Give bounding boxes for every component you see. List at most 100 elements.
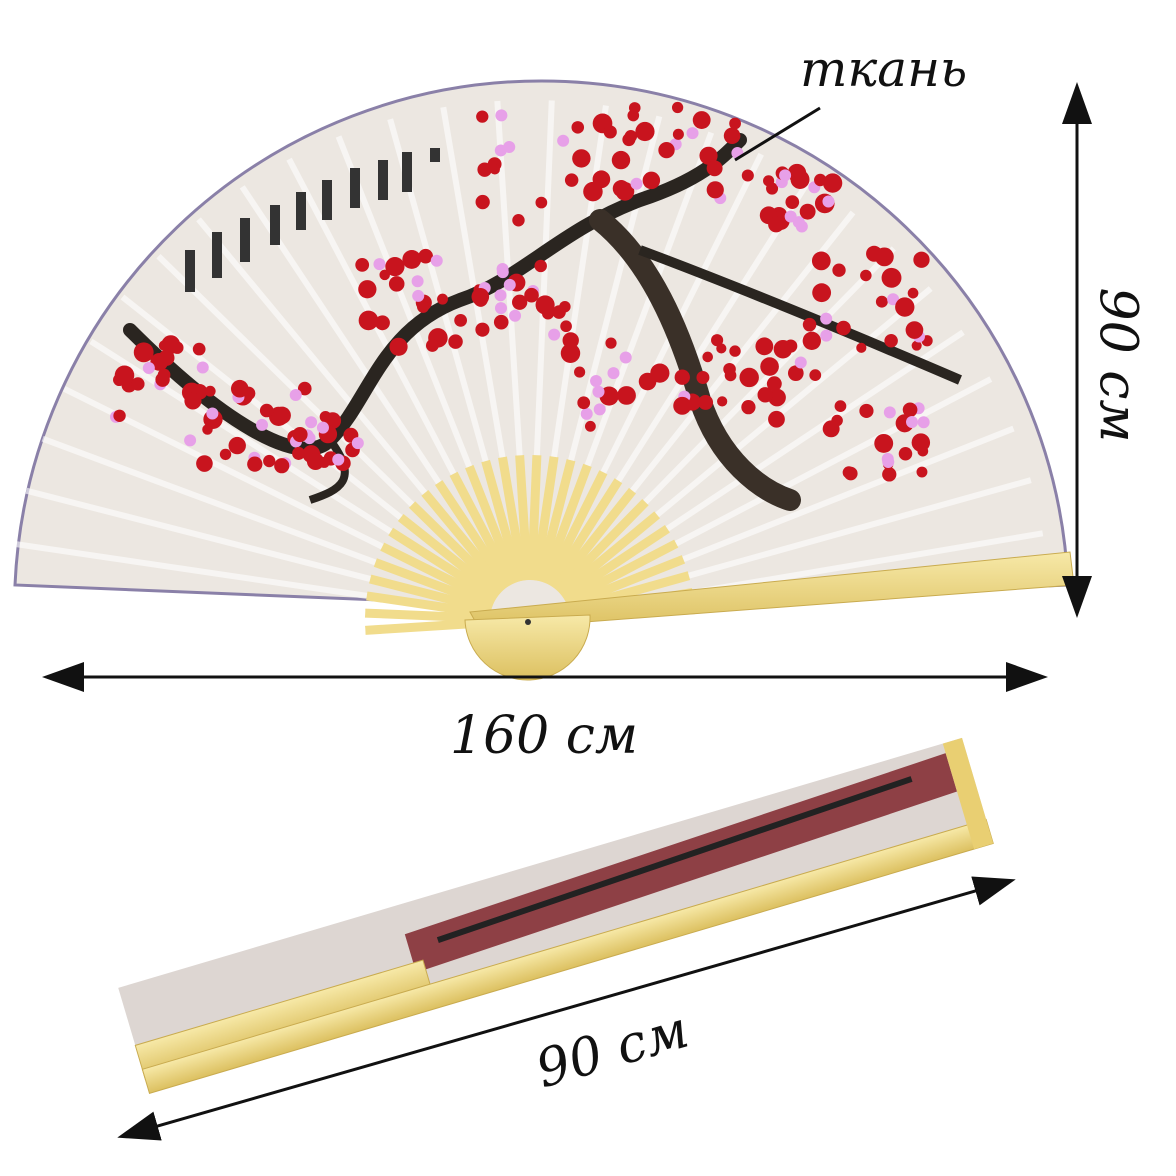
blossom-flower [635,121,655,142]
bamboo-rib [535,459,576,583]
folded-length-arrow [117,876,1016,1141]
fabric-fold [335,135,473,468]
blossom-flower [822,173,843,193]
blossom-flower [489,164,500,175]
blossom-flower [131,377,145,391]
blossom-flower [699,146,718,165]
blossom-flower [787,365,804,382]
blossom-flower [113,409,126,422]
blossom-bud [494,289,507,302]
blossom-bud [590,374,603,387]
blossom-flower [674,369,690,385]
blossom-flower [617,386,636,405]
blossom-flower [898,446,913,461]
blossom-flower [192,342,206,356]
blossom-bud [548,328,561,341]
blossom-flower [542,307,555,320]
blossom-bud [256,418,269,431]
blossom-flower [475,322,490,337]
blossom-flower [832,263,846,277]
fabric-fold [41,435,377,566]
blossom-flower [292,428,304,440]
bamboo-rib [481,459,524,583]
blossom-flower [696,371,710,384]
blossom-flower [843,466,858,481]
fabric-fold [655,286,933,518]
blossom-flower [768,410,785,428]
blossom-bud [494,144,507,157]
blossom-flower [571,121,585,134]
blossom-flower [318,456,330,468]
bamboo-rib [366,591,492,619]
blossom-flower [437,293,448,305]
blossom-flower [552,305,566,319]
bamboo-rib [364,608,491,623]
blossom-flower [671,101,684,114]
blossom-flower [274,458,290,474]
blossom-bud [206,407,219,420]
blossom-bud [779,169,792,182]
blossom-flower [741,400,756,415]
blossom-flower [133,342,154,363]
rivet [525,619,531,625]
blossom-flower [448,334,463,349]
bamboo-rib [498,456,528,582]
blossom-flower [592,170,611,189]
fabric-fold [600,152,764,474]
blossom-bud [592,385,605,398]
blossom-flower [729,345,741,357]
blossom-flower [584,420,596,432]
blossom-flower [785,195,800,209]
blossom-bud [917,416,930,429]
blossom-flower [905,321,924,339]
blossom-flower [358,310,379,331]
blossom-flower [692,111,711,129]
blossom-flower [859,403,874,419]
blossom-flower [379,269,390,281]
blossom-flower [723,362,736,376]
bamboo-rib [560,524,670,602]
blossom-flower [524,287,539,303]
blossom-flower [385,257,405,277]
blossom-flower [768,216,785,233]
blossom-flower [874,433,894,453]
blossom-flower [402,250,422,269]
blossom-flower [811,251,831,271]
fabric-fold [25,487,371,582]
blossom-flower [574,366,586,378]
blossom-flower [416,300,430,313]
blossom-flower [196,455,213,472]
blossom-flower [711,334,724,347]
blossom-bud [494,302,507,315]
blossom-flower [698,394,714,410]
blossom-bud [411,275,424,288]
blossom-bud [503,278,516,291]
fabric-fold [533,100,555,456]
blossom-bud [882,455,895,468]
blossom-flower [802,317,817,332]
bamboo-rib [465,464,520,585]
bamboo-rib [543,470,608,587]
blossom-bud [316,421,329,434]
blossom-flower [911,340,922,351]
blossom-flower [389,337,408,356]
material-leader-line [734,106,821,162]
fabric-fold [10,627,366,656]
blossom-flower [564,173,579,187]
bamboo-rib [380,542,497,607]
bamboo-rib [388,527,499,603]
blossom-bud [142,362,155,375]
blossom-bud [794,356,807,369]
blossom-flower [895,297,915,317]
blossom-flower [611,150,631,170]
blossom-flower [907,287,919,299]
bamboo-rib [531,456,559,582]
blossom-flower [766,376,782,392]
blossom-flower [884,334,898,348]
blossom-bud [305,416,318,429]
blossom-flower [534,259,547,273]
bamboo-rib [515,455,532,581]
bamboo-rib [434,480,512,590]
blossom-bud [495,109,508,122]
blossom-bud [593,403,606,416]
